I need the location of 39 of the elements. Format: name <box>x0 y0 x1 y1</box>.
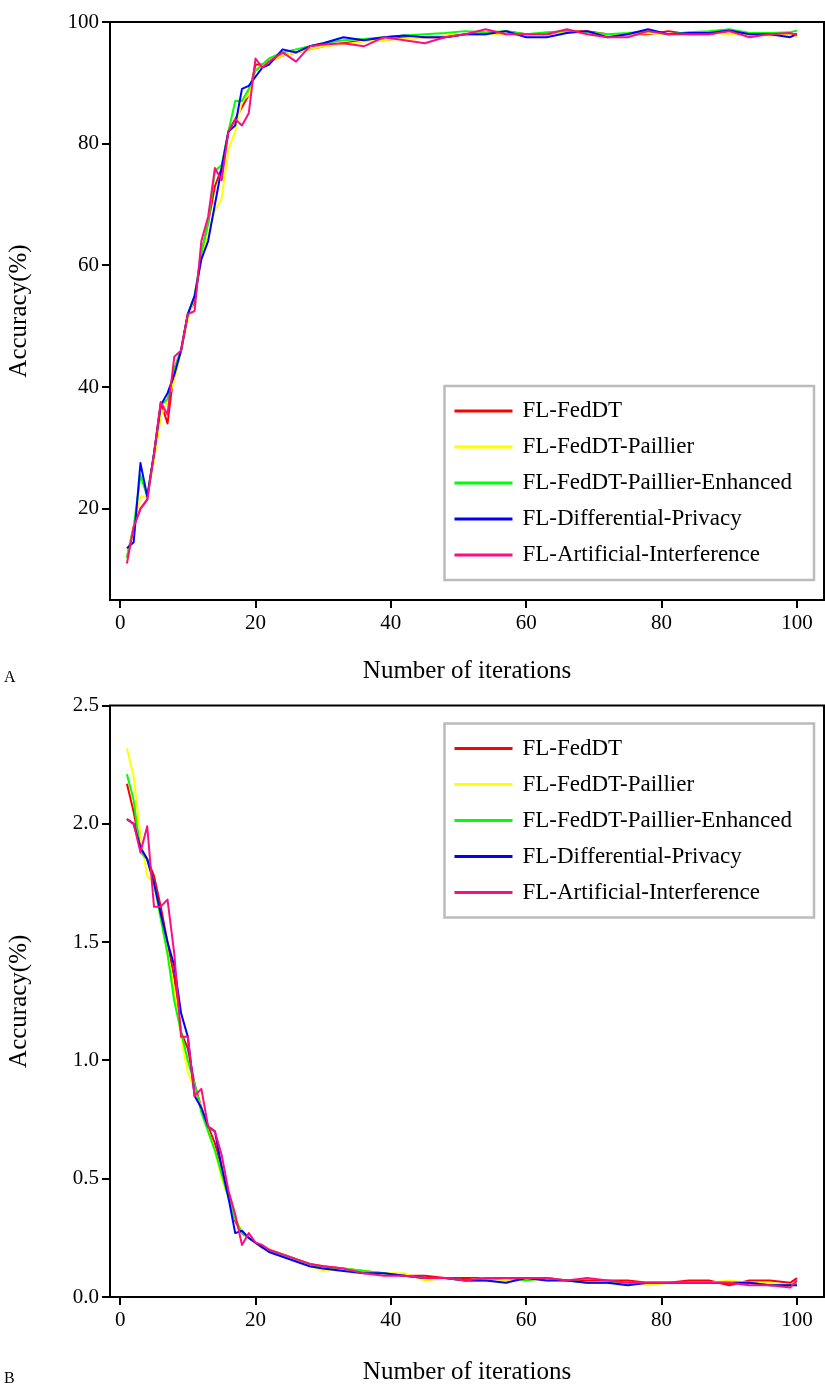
legend-label: FL-FedDT-Paillier-Enhanced <box>522 469 793 495</box>
x-axis-title: Number of iterations <box>362 1356 572 1384</box>
x-tick-label: 100 <box>781 1307 813 1332</box>
y-axis-title: Accuracy(%) <box>3 244 32 378</box>
x-tick-label: 80 <box>651 610 673 635</box>
x-tick-label: 100 <box>781 610 813 635</box>
legend-label: FL-FedDT <box>522 734 623 760</box>
y-tick-label: 2.0 <box>72 810 99 835</box>
legend-label: FL-FedDT-Paillier <box>522 433 695 459</box>
y-tick-label: 0.0 <box>72 1283 99 1308</box>
x-tick-label: 40 <box>380 610 402 635</box>
legend-label: FL-Differential-Privacy <box>522 842 743 868</box>
y-tick-label: 1.5 <box>72 928 99 953</box>
x-tick-label: 20 <box>245 610 267 635</box>
legend-label: FL-FedDT <box>522 397 623 423</box>
x-axis-title: Number of iterations <box>362 655 572 683</box>
legend-label: FL-Artificial-Interference <box>522 878 761 904</box>
x-tick-label: 20 <box>245 1307 267 1332</box>
legend-label: FL-Artificial-Interference <box>522 541 761 567</box>
y-axis-title: Accuracy(%) <box>3 934 32 1068</box>
y-tick-label: 60 <box>78 251 99 276</box>
y-tick-label: 1.0 <box>72 1046 99 1071</box>
legend-label: FL-FedDT-Paillier <box>522 770 695 796</box>
x-tick-label: 60 <box>515 1307 537 1332</box>
text: B <box>4 1369 15 1387</box>
y-tick-label: 100 <box>67 8 99 33</box>
text: A <box>4 668 16 686</box>
x-tick-label: 80 <box>651 1307 673 1332</box>
y-tick-label: 80 <box>78 130 99 155</box>
y-tick-label: 40 <box>78 373 99 398</box>
y-tick-label: 2.5 <box>72 692 99 717</box>
legend-label: FL-Differential-Privacy <box>522 505 743 531</box>
x-tick-label: 60 <box>515 610 537 635</box>
x-tick-label: 40 <box>380 1307 402 1332</box>
x-tick-label: 0 <box>114 1307 126 1332</box>
y-tick-label: 0.5 <box>72 1165 99 1190</box>
legend-label: FL-FedDT-Paillier-Enhanced <box>522 806 793 832</box>
x-tick-label: 0 <box>114 610 126 635</box>
y-tick-label: 20 <box>78 495 99 520</box>
